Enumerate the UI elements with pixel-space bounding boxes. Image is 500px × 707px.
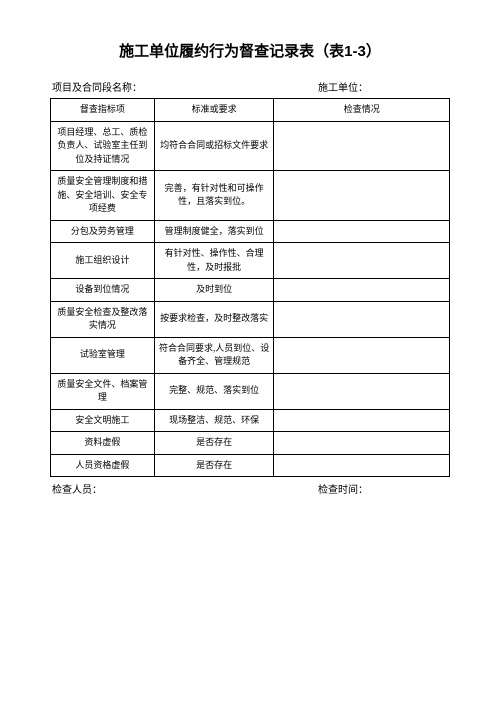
cell-standard: 有针对性、操作性、合理性，及时报批 [154,243,274,279]
cell-check [274,279,450,302]
table-row: 项目经理、总工、质检负责人、试验室主任到位及持证情况 均符合合同或招标文件要求 [51,121,450,171]
unit-label: 施工单位： [318,79,448,94]
cell-standard: 均符合合同或招标文件要求 [154,121,274,171]
cell-check [274,171,450,221]
cell-item: 项目经理、总工、质检负责人、试验室主任到位及持证情况 [51,121,155,171]
cell-check [274,243,450,279]
cell-check [274,432,450,455]
cell-item: 分包及劳务管理 [51,220,155,243]
cell-item: 质量安全检查及整改落实情况 [51,301,155,337]
cell-standard: 符合合同要求,人员到位、设备齐全、管理规范 [154,337,274,373]
cell-item: 试验室管理 [51,337,155,373]
table-body: 项目经理、总工、质检负责人、试验室主任到位及持证情况 均符合合同或招标文件要求 … [51,121,450,477]
cell-check [274,337,450,373]
cell-item: 质量安全管理制度和措施、安全培训、安全专项经费 [51,171,155,221]
cell-item: 施工组织设计 [51,243,155,279]
cell-item: 安全文明施工 [51,409,155,432]
cell-item: 质量安全文件、档案管理 [51,373,155,409]
project-label: 项目及合同段名称： [52,79,318,94]
cell-check [274,220,450,243]
header-row: 项目及合同段名称： 施工单位： [50,79,450,94]
table-row: 质量安全文件、档案管理 完整、规范、落实到位 [51,373,450,409]
col-header-standard: 标准或要求 [154,99,274,122]
table-row: 设备到位情况 及时到位 [51,279,450,302]
cell-standard: 管理制度健全，落实到位 [154,220,274,243]
cell-check [274,454,450,477]
cell-standard: 现场整洁、规范、环保 [154,409,274,432]
footer-row: 检查人员： 检查时间： [50,481,450,496]
col-header-check: 检查情况 [274,99,450,122]
datetime-label: 检查时间： [318,481,448,496]
cell-standard: 及时到位 [154,279,274,302]
cell-item: 资料虚假 [51,432,155,455]
table-row: 分包及劳务管理 管理制度健全，落实到位 [51,220,450,243]
inspection-table: 督查指标项 标准或要求 检查情况 项目经理、总工、质检负责人、试验室主任到位及持… [50,98,450,477]
table-row: 试验室管理 符合合同要求,人员到位、设备齐全、管理规范 [51,337,450,373]
cell-standard: 是否存在 [154,454,274,477]
table-row: 人员资格虚假 是否存在 [51,454,450,477]
table-row: 安全文明施工 现场整洁、规范、环保 [51,409,450,432]
table-row: 施工组织设计 有针对性、操作性、合理性，及时报批 [51,243,450,279]
table-row: 质量安全检查及整改落实情况 按要求检查，及时整改落实 [51,301,450,337]
cell-standard: 是否存在 [154,432,274,455]
cell-standard: 完整、规范、落实到位 [154,373,274,409]
cell-check [274,373,450,409]
table-row: 资料虚假 是否存在 [51,432,450,455]
cell-check [274,409,450,432]
cell-check [274,301,450,337]
cell-standard: 完善，有针对性和可操作性，且落实到位。 [154,171,274,221]
inspector-label: 检查人员： [52,481,318,496]
cell-standard: 按要求检查，及时整改落实 [154,301,274,337]
col-header-item: 督查指标项 [51,99,155,122]
table-header-row: 督查指标项 标准或要求 检查情况 [51,99,450,122]
cell-item: 人员资格虚假 [51,454,155,477]
cell-check [274,121,450,171]
table-row: 质量安全管理制度和措施、安全培训、安全专项经费 完善，有针对性和可操作性，且落实… [51,171,450,221]
cell-item: 设备到位情况 [51,279,155,302]
page-title: 施工单位履约行为督查记录表（表1-3） [50,40,450,61]
